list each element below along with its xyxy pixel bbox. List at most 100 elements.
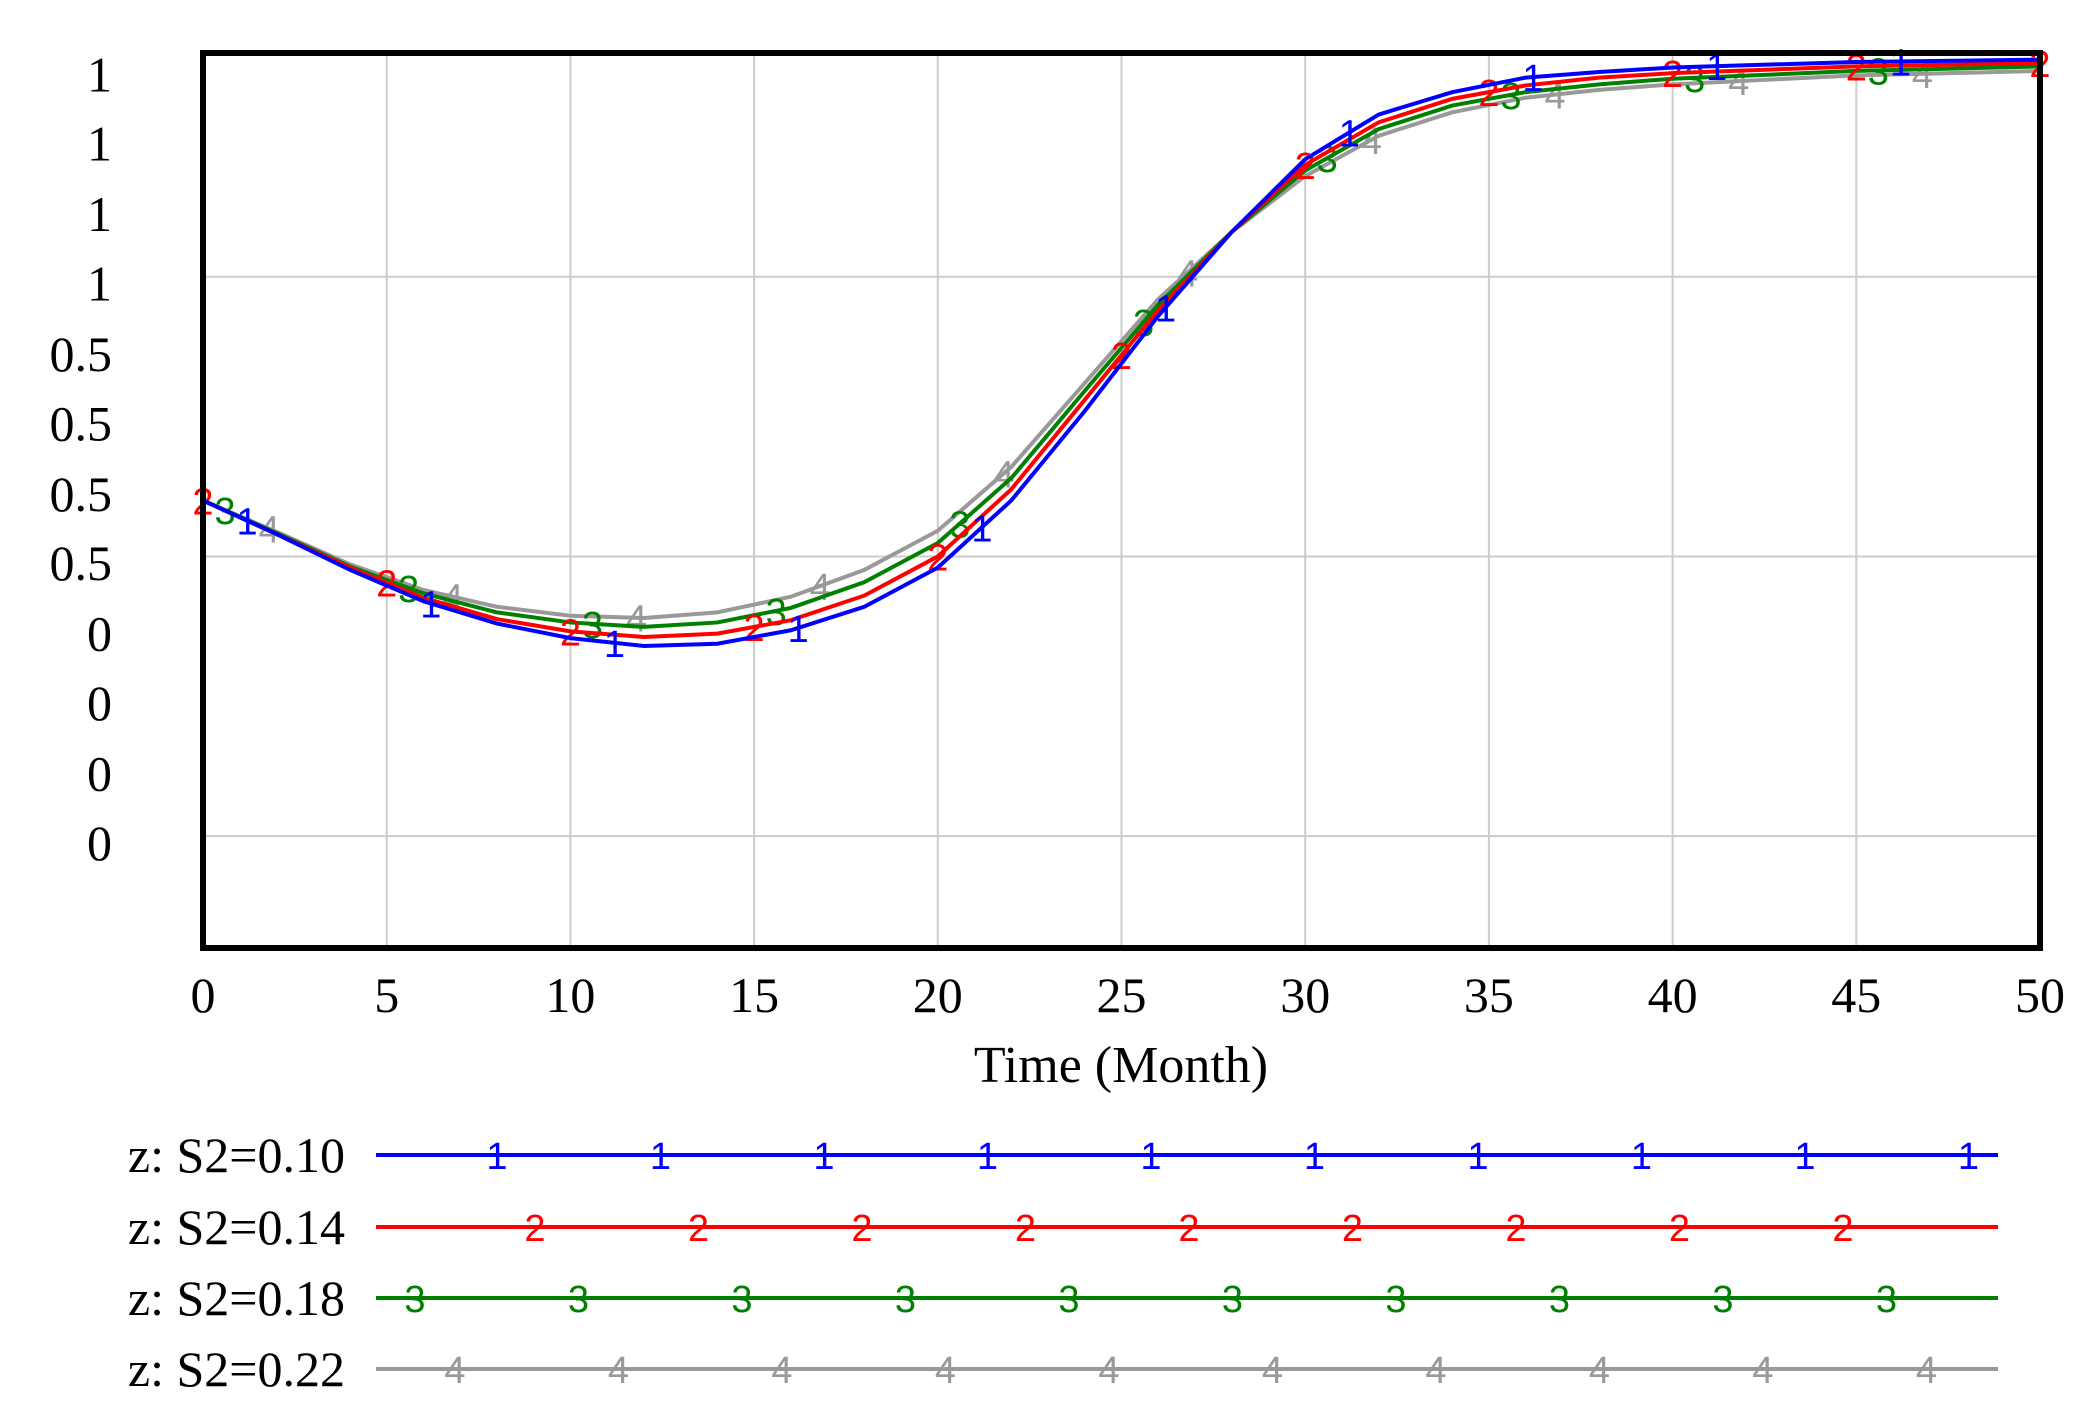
series-marker-1: 1 (971, 508, 992, 550)
x-tick-label: 25 (1097, 967, 1147, 1023)
series-marker-3: 3 (766, 592, 787, 634)
legend-marker-2: 2 (1342, 1208, 1363, 1250)
y-tick-labels: 1 1 1 1 0.5 0.5 0.5 0.5 0 0 0 0 (50, 46, 113, 871)
legend-marker-2: 2 (1505, 1208, 1526, 1250)
series-marker-3: 3 (1684, 59, 1705, 101)
y-tick-label: 0 (87, 675, 112, 731)
series-marker-2: 2 (1478, 73, 1499, 115)
legend-marker-1: 1 (1140, 1136, 1161, 1178)
legend-marker-3: 3 (1712, 1279, 1733, 1321)
series-line-2 (202, 61, 2041, 639)
legend-marker-4: 4 (444, 1350, 465, 1392)
x-tick-label: 15 (729, 967, 779, 1023)
series-marker-3: 3 (582, 605, 603, 647)
x-tick-label: 20 (913, 967, 963, 1023)
legend-marker-2: 2 (688, 1208, 709, 1250)
legend-marker-3: 3 (895, 1279, 916, 1321)
legend-marker-4: 4 (1589, 1350, 1610, 1392)
series-marker-4: 4 (1544, 76, 1565, 118)
legend-marker-1: 1 (1304, 1136, 1325, 1178)
legend-marker-1: 1 (977, 1136, 998, 1178)
legend-marker-1: 1 (650, 1136, 671, 1178)
series-marker-4: 4 (1728, 62, 1749, 104)
y-tick-label: 0.5 (50, 395, 113, 451)
series-marker-1: 1 (1339, 113, 1360, 155)
y-tick-label: 1 (87, 46, 112, 102)
series-marker-1: 1 (420, 584, 441, 626)
series-marker-2: 2 (1846, 47, 1867, 89)
plot-frame (200, 50, 2043, 951)
legend-marker-3: 3 (731, 1279, 752, 1321)
legend-marker-4: 4 (1098, 1350, 1119, 1392)
y-tick-label: 0 (87, 745, 112, 801)
series-line-1 (202, 57, 2041, 648)
x-tick-label: 30 (1280, 967, 1330, 1023)
legend-marker-1: 1 (813, 1136, 834, 1178)
series-marker-2: 2 (560, 612, 581, 654)
y-tick-label: 0 (87, 606, 112, 662)
legend-marker-2: 2 (851, 1208, 872, 1250)
series-marker-1: 1 (237, 502, 258, 544)
legend-label: z: S2=0.14 (128, 1199, 345, 1255)
x-tick-label: 40 (1648, 967, 1698, 1023)
legend-marker-2: 2 (1669, 1208, 1690, 1250)
legend-marker-4: 4 (608, 1350, 629, 1392)
legend-marker-3: 3 (404, 1279, 425, 1321)
series-marker-3: 3 (1868, 51, 1889, 93)
x-tick-label: 50 (2015, 967, 2065, 1023)
legend-marker-3: 3 (1385, 1279, 1406, 1321)
legend-marker-4: 4 (1916, 1350, 1937, 1392)
legend-marker-2: 2 (524, 1208, 545, 1250)
series-marker-1: 1 (788, 609, 809, 651)
x-tick-label: 45 (1831, 967, 1881, 1023)
legend-label: z: S2=0.22 (128, 1341, 345, 1397)
y-tick-label: 1 (87, 116, 112, 172)
y-tick-label: 1 (87, 255, 112, 311)
series-marker-1: 1 (604, 624, 625, 666)
grid-lines (203, 53, 2040, 948)
y-tick-label: 1 (87, 186, 112, 242)
legend-marker-4: 4 (1262, 1350, 1283, 1392)
legend-marker-2: 2 (1832, 1208, 1853, 1250)
legend-marker-1: 1 (486, 1136, 507, 1178)
series-line-3 (202, 64, 2041, 629)
series-line-4 (202, 68, 2041, 620)
series-marker-2: 2 (1662, 54, 1683, 96)
series-marker-1: 1 (1890, 42, 1911, 84)
y-tick-label: 0.5 (50, 535, 113, 591)
series-marker-1: 1 (1155, 289, 1176, 331)
x-tick-label: 0 (191, 967, 216, 1023)
legend-marker-3: 3 (1222, 1279, 1243, 1321)
series-marker-1: 1 (1522, 58, 1543, 100)
x-axis-title: Time (Month) (974, 1037, 1268, 1094)
x-tick-label: 35 (1464, 967, 1514, 1023)
legend-label: z: S2=0.18 (128, 1270, 345, 1326)
legend-marker-4: 4 (771, 1350, 792, 1392)
series-marker-4: 4 (810, 567, 831, 609)
x-tick-label: 10 (545, 967, 595, 1023)
legend-marker-1: 1 (1467, 1136, 1488, 1178)
y-tick-label: 0.5 (50, 466, 113, 522)
y-tick-label: 0 (87, 815, 112, 871)
series-marker-1: 1 (1706, 47, 1727, 89)
x-tick-labels: 0 5 10 15 20 25 30 35 40 45 50 (191, 967, 2066, 1023)
series-marker-2: 2 (744, 608, 765, 650)
legend-marker-1: 1 (1631, 1136, 1652, 1178)
legend-marker-3: 3 (1549, 1279, 1570, 1321)
legend-marker-3: 3 (568, 1279, 589, 1321)
legend-marker-4: 4 (1752, 1350, 1773, 1392)
series-marker-4: 4 (993, 454, 1014, 496)
legend-marker-2: 2 (1178, 1208, 1199, 1250)
legend-marker-4: 4 (935, 1350, 956, 1392)
legend-label: z: S2=0.10 (128, 1127, 345, 1183)
legend-marker-1: 1 (1794, 1136, 1815, 1178)
x-tick-label: 5 (374, 967, 399, 1023)
legend-marker-3: 3 (1058, 1279, 1079, 1321)
legend: z: S2=0.10 1 1 1 1 1 1 1 1 1 1 z: S2=0.14 2 2 2 2 2 2 2 2 2 z… (128, 1127, 1998, 1397)
legend-marker-1: 1 (1958, 1136, 1979, 1178)
legend-marker-2: 2 (1015, 1208, 1036, 1250)
y-tick-label: 0.5 (50, 326, 113, 382)
legend-marker-4: 4 (1425, 1350, 1446, 1392)
